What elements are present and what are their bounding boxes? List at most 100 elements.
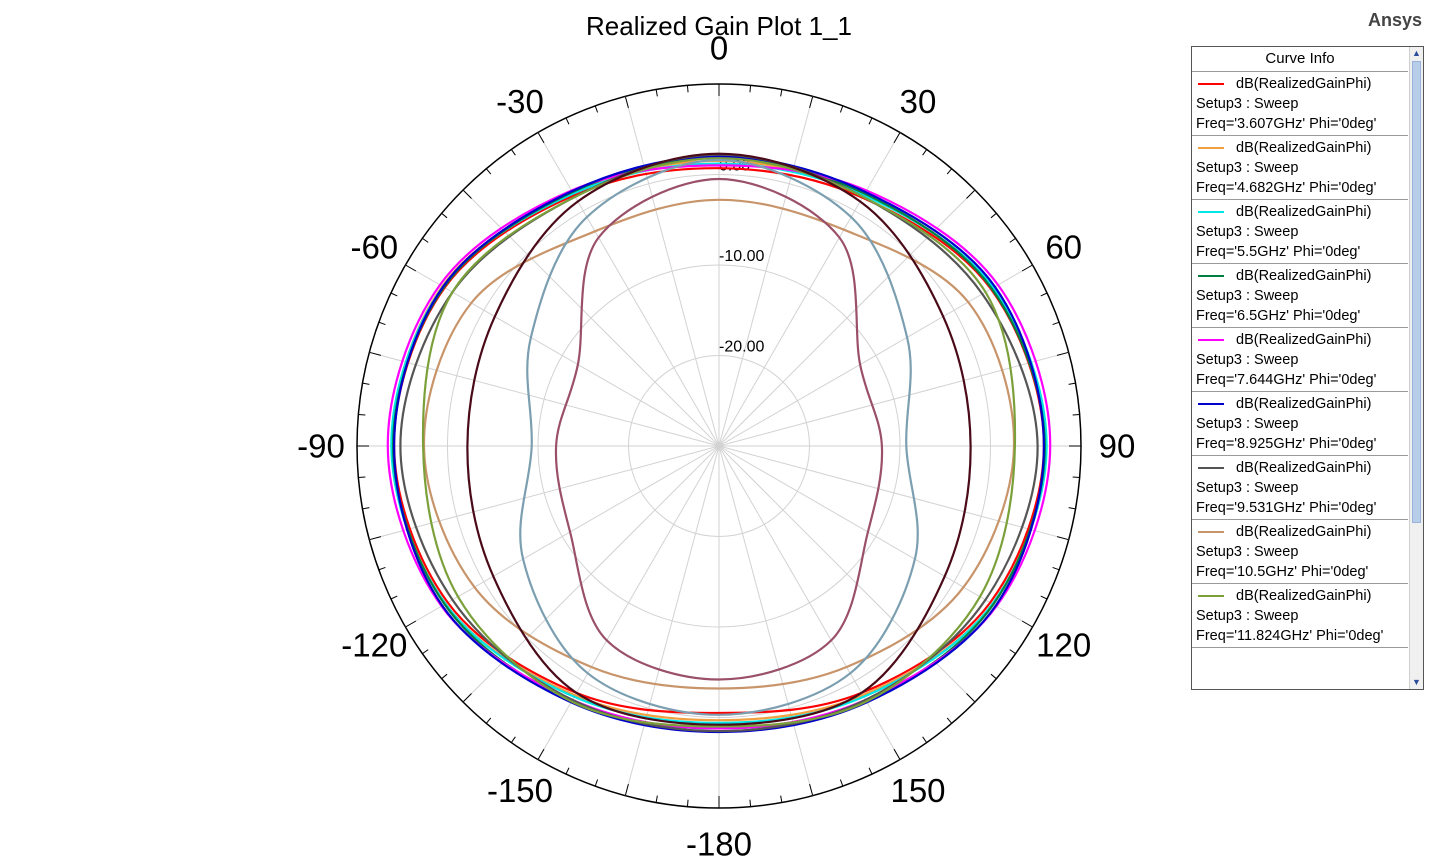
- ring-tick: [1072, 413, 1080, 416]
- legend-scrollbar[interactable]: ▲ ▼: [1409, 47, 1423, 689]
- ring-tick: [1056, 351, 1069, 356]
- legend-params: Freq='11.824GHz' Phi='0deg': [1196, 628, 1384, 644]
- polar-grid: [356, 83, 1082, 809]
- legend-quantity: dB(RealizedGainPhi): [1196, 586, 1408, 606]
- ring-tick: [369, 536, 382, 541]
- ring-tick: [655, 89, 658, 97]
- chart-title: Realized Gain Plot 1_1: [586, 11, 852, 41]
- legend-setup: Setup3 : Sweep: [1196, 224, 1299, 240]
- angle-grid-line: [718, 445, 1069, 541]
- angle-grid-line: [718, 445, 814, 796]
- legend-quantity-text: dB(RealizedGainPhi): [1236, 460, 1372, 476]
- legend-quantity: dB(RealizedGainPhi): [1196, 458, 1408, 478]
- ring-tick: [378, 321, 386, 326]
- legend-item[interactable]: dB(RealizedGainPhi) Setup3 : Sweep Freq='9…: [1192, 456, 1408, 520]
- legend-item[interactable]: dB(RealizedGainPhi) Setup3 : Sweep Freq='8…: [1192, 392, 1408, 456]
- ring-tick: [594, 105, 599, 113]
- ring-tick: [1009, 649, 1016, 655]
- angle-tick-label: 0: [710, 30, 728, 67]
- legend-setup: Setup3 : Sweep: [1196, 480, 1299, 496]
- ring-tick: [405, 264, 417, 272]
- data-series: [386, 152, 1052, 734]
- ring-tick: [686, 799, 689, 807]
- ring-tick: [749, 85, 752, 93]
- legend-quantity: dB(RealizedGainPhi): [1196, 202, 1408, 222]
- series-curve-8: [422, 198, 1016, 690]
- ring-tick: [358, 476, 366, 479]
- angle-grid-line: [537, 132, 720, 447]
- angle-tick-label: -60: [350, 229, 398, 266]
- ring-tick: [809, 783, 814, 796]
- legend-item[interactable]: dB(RealizedGainPhi) Setup3 : Sweep Freq='4…: [1192, 136, 1408, 200]
- angle-grid-line: [718, 351, 1069, 447]
- ring-tick: [1021, 620, 1033, 628]
- legend-quantity: dB(RealizedGainPhi): [1196, 394, 1408, 414]
- legend-swatch-icon: [1198, 339, 1224, 341]
- legend-quantity: dB(RealizedGainPhi): [1196, 266, 1408, 286]
- ring-tick: [966, 189, 976, 199]
- angle-grid-line: [624, 96, 720, 447]
- legend-item[interactable]: dB(RealizedGainPhi) Setup3 : Sweep Freq='3…: [1192, 72, 1408, 136]
- ansys-logo-text: Ansys: [1368, 10, 1423, 30]
- ring-tick: [1068, 382, 1076, 385]
- ring-tick: [1052, 321, 1060, 326]
- scroll-up-icon[interactable]: ▲: [1412, 48, 1421, 58]
- legend-item[interactable]: dB(RealizedGainPhi) Setup3 : Sweep Freq='6…: [1192, 264, 1408, 328]
- ring-tick: [537, 132, 545, 144]
- ring-tick: [390, 595, 398, 600]
- ring-tick: [565, 117, 570, 125]
- ring-tick: [441, 673, 448, 680]
- ring-tick: [422, 649, 429, 655]
- ring-tick: [390, 292, 398, 297]
- ring-tick: [990, 673, 997, 680]
- series-curve-10: [466, 152, 972, 726]
- legend-item[interactable]: dB(RealizedGainPhi) Setup3 : Sweep Freq='1…: [1192, 520, 1408, 584]
- scroll-thumb[interactable]: [1412, 61, 1421, 523]
- ring-tick: [358, 413, 366, 416]
- ring-tick: [485, 168, 492, 175]
- ring-tick: [1021, 264, 1033, 272]
- ring-tick: [537, 748, 545, 760]
- ring-tick: [422, 237, 429, 243]
- ring-tick: [839, 105, 844, 113]
- series-curve-11: [519, 158, 919, 716]
- ring-tick: [369, 351, 382, 356]
- angle-tick-label: 60: [1045, 229, 1082, 266]
- legend-quantity-text: dB(RealizedGainPhi): [1236, 396, 1372, 412]
- legend-setup: Setup3 : Sweep: [1196, 416, 1299, 432]
- ring-tick: [462, 693, 472, 703]
- ring-tick: [946, 168, 953, 175]
- ring-tick: [1068, 507, 1076, 510]
- ring-tick: [485, 717, 492, 724]
- angle-tick-label: -150: [487, 772, 553, 809]
- ring-tick: [780, 795, 783, 803]
- ring-tick: [510, 149, 516, 156]
- angle-grid-line: [624, 445, 720, 796]
- legend-quantity-text: dB(RealizedGainPhi): [1236, 332, 1372, 348]
- angle-ticks: [357, 84, 1081, 808]
- curve-info-legend: Curve Info dB(RealizedGainPhi) Setup3 : S…: [1191, 46, 1424, 690]
- legend-params: Freq='9.531GHz' Phi='0deg': [1196, 500, 1377, 516]
- ring-tick: [1052, 566, 1060, 571]
- ring-tick: [922, 736, 928, 743]
- legend-setup: Setup3 : Sweep: [1196, 160, 1299, 176]
- angle-grid-line: [718, 132, 901, 447]
- ring-tick: [441, 212, 448, 219]
- legend-item[interactable]: dB(RealizedGainPhi) Setup3 : Sweep Freq='1…: [1192, 584, 1408, 648]
- legend-setup: Setup3 : Sweep: [1196, 352, 1299, 368]
- ring-tick: [1040, 595, 1048, 600]
- angle-tick-label: -30: [496, 83, 544, 120]
- legend-swatch-icon: [1198, 467, 1224, 469]
- ring-tick: [362, 382, 370, 385]
- scroll-down-icon[interactable]: ▼: [1412, 677, 1421, 687]
- legend-quantity-text: dB(RealizedGainPhi): [1236, 140, 1372, 156]
- legend-setup: Setup3 : Sweep: [1196, 544, 1299, 560]
- legend-item[interactable]: dB(RealizedGainPhi) Setup3 : Sweep Freq='5…: [1192, 200, 1408, 264]
- legend-setup: Setup3 : Sweep: [1196, 96, 1299, 112]
- angle-grid-line: [369, 445, 720, 541]
- legend-item[interactable]: dB(RealizedGainPhi) Setup3 : Sweep Freq='7…: [1192, 328, 1408, 392]
- legend-setup: Setup3 : Sweep: [1196, 288, 1299, 304]
- ring-tick: [378, 566, 386, 571]
- ring-tick: [946, 717, 953, 724]
- legend-quantity-text: dB(RealizedGainPhi): [1236, 588, 1372, 604]
